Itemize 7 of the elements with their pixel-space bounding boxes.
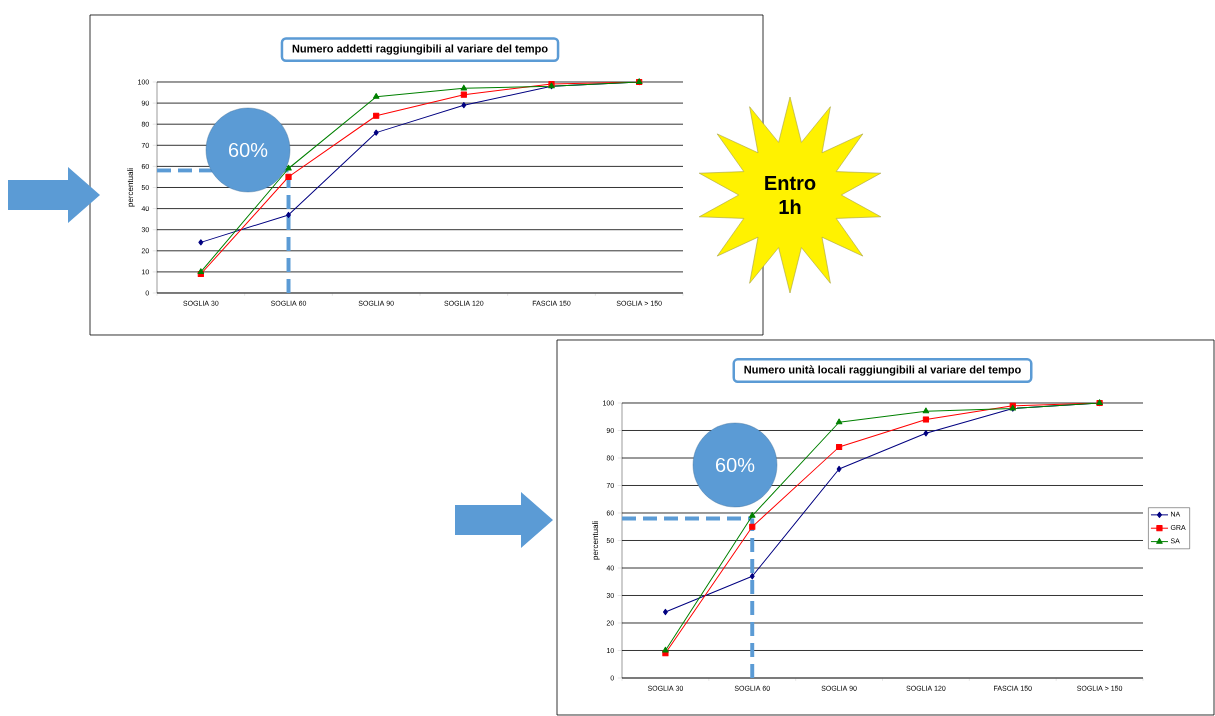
y-axis-title: percentuali (127, 168, 135, 207)
annotation: 60% (229, 142, 268, 158)
y-axis-title: percentuali (592, 521, 600, 560)
text: Entro 1h (765, 176, 816, 214)
chart-title: Numero addetti raggiungibili al variare del tempo (292, 44, 548, 55)
chart-title: Numero unità locali raggiungibili al variare del tempo (744, 365, 1021, 376)
annotation: 60% (716, 457, 755, 473)
